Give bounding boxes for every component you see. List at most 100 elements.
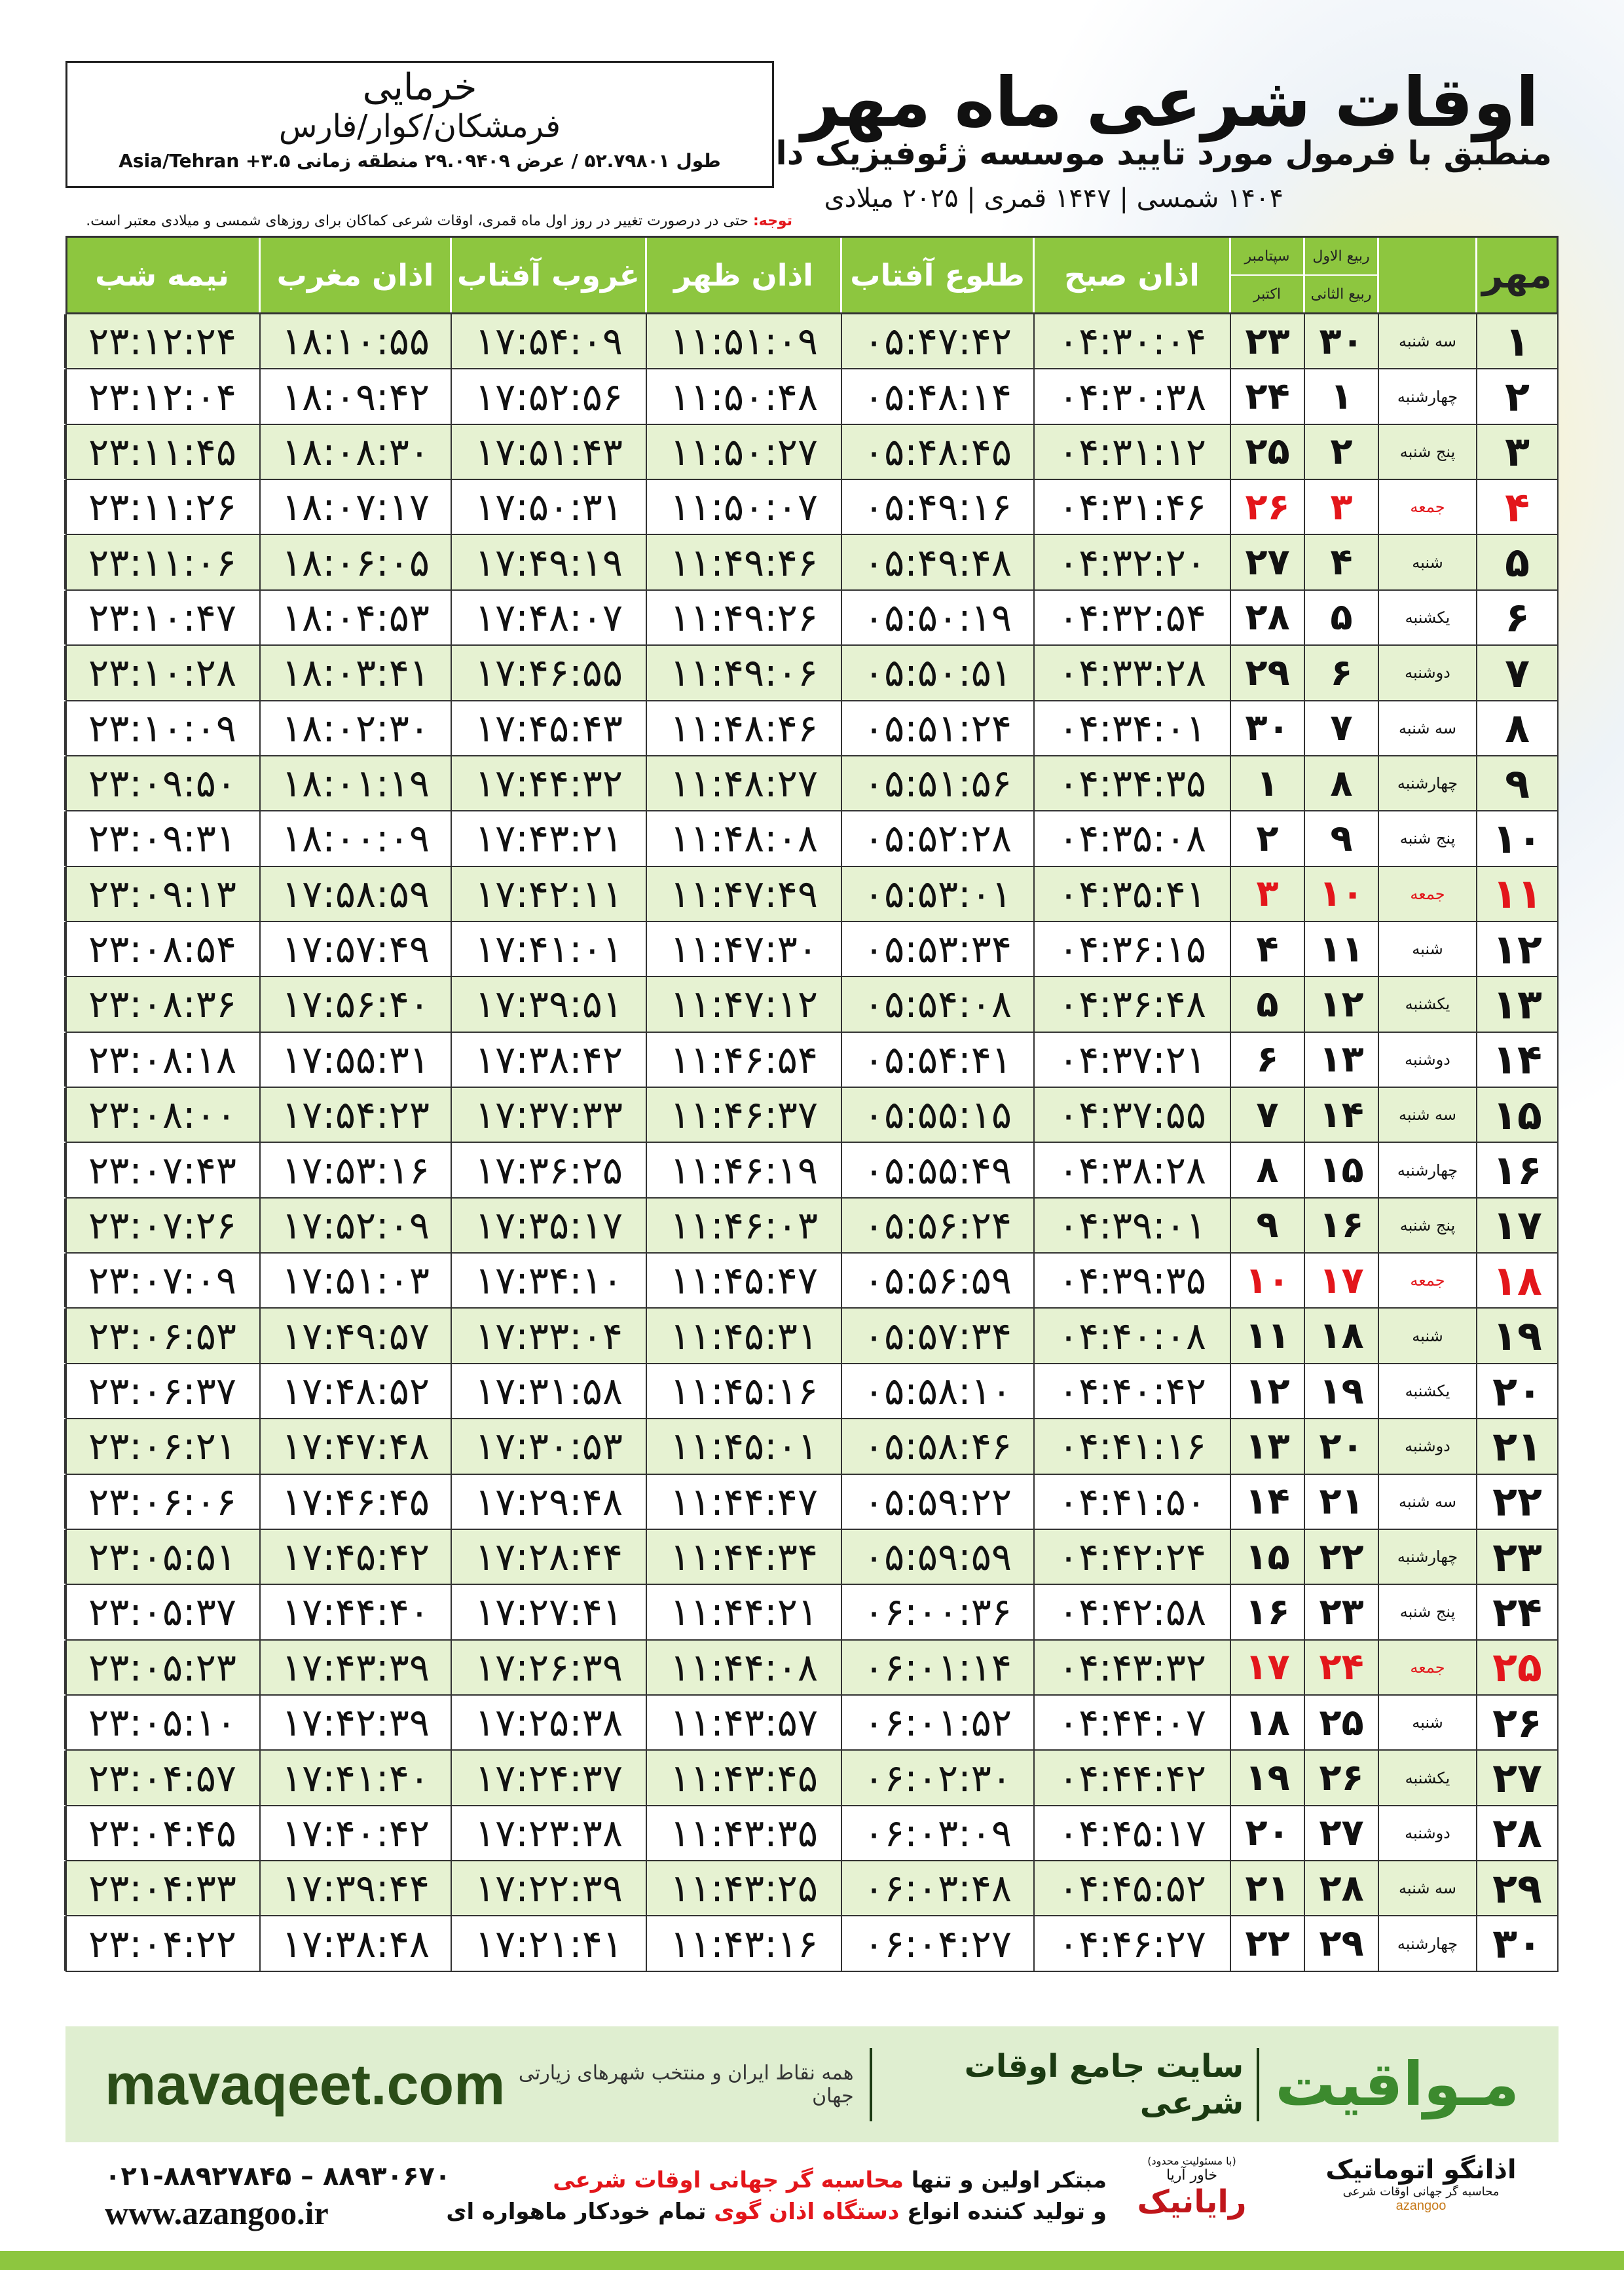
table-cell: ۱۷:۴۵:۴۳ bbox=[451, 701, 646, 755]
table-cell: ۱۱:۴۳:۱۶ bbox=[646, 1916, 841, 1971]
table-cell: ۰۵:۵۱:۵۶ bbox=[841, 756, 1033, 811]
table-cell: ۸ bbox=[1230, 1143, 1304, 1197]
table-cell: ۱۳ bbox=[1304, 1032, 1378, 1087]
table-cell: ۰۴:۳۴:۳۵ bbox=[1033, 756, 1230, 811]
table-cell: ۱۱:۴۵:۳۱ bbox=[646, 1309, 841, 1363]
table-cell: ۱۷:۴۵:۴۲ bbox=[259, 1529, 451, 1584]
table-cell: ۱۸:۰۷:۱۷ bbox=[259, 480, 451, 534]
text: و تولید کننده انواع bbox=[907, 2199, 1107, 2225]
table-cell: شنبه bbox=[1378, 1309, 1476, 1363]
table-cell: ۶ bbox=[1476, 590, 1557, 645]
table-cell: ۱۷:۲۴:۳۷ bbox=[451, 1751, 646, 1805]
table-cell: ۱۱:۴۴:۲۱ bbox=[646, 1585, 841, 1639]
table-cell: ۰۴:۳۰:۰۴ bbox=[1033, 314, 1230, 369]
table-cell: ۱۷:۳۸:۴۸ bbox=[259, 1916, 451, 1971]
table-cell: ۲۳:۰۵:۲۳ bbox=[64, 1640, 259, 1694]
text: مبتکر اولین و تنها bbox=[911, 2167, 1107, 2193]
table-cell: ۱۷:۳۹:۴۴ bbox=[259, 1861, 451, 1916]
table-cell: ۱۷:۴۱:۴۰ bbox=[259, 1751, 451, 1805]
table-cell: ۱۷:۵۱:۴۳ bbox=[451, 424, 646, 479]
table-cell: ۱۰ bbox=[1230, 1254, 1304, 1308]
table-cell: سه شنبه bbox=[1378, 701, 1476, 755]
table-cell: ۲۲ bbox=[1230, 1916, 1304, 1971]
table-row: ۱۱ جمعه ۱۰ ۳ ۰۴:۳۵:۴۱ ۰۵:۵۳:۰۱ ۱۱:۴۷:۴۹ ۱۷:۴۲:۱… bbox=[64, 866, 1559, 922]
table-cell: ۲۴ bbox=[1476, 1585, 1557, 1639]
table-cell: ۰۴:۳۲:۲۰ bbox=[1033, 535, 1230, 589]
table-cell: ۱۷ bbox=[1230, 1640, 1304, 1694]
logo-latin: azangoo bbox=[1395, 2199, 1447, 2213]
table-cell: ۲ bbox=[1304, 424, 1378, 479]
table-cell: ۰۵:۵۳:۰۱ bbox=[841, 866, 1033, 921]
table-cell: ۰۵:۵۸:۱۰ bbox=[841, 1364, 1033, 1419]
table-cell: ۲۵ bbox=[1230, 424, 1304, 479]
table-cell: ۲۴ bbox=[1304, 1640, 1378, 1694]
table-cell: شنبه bbox=[1378, 921, 1476, 977]
table-row: ۵ شنبه ۴ ۲۷ ۰۴:۳۲:۲۰ ۰۵:۴۹:۴۸ ۱۱:۴۹:۴۶ ۱۷:۴۹:۱۹… bbox=[64, 535, 1559, 591]
table-cell: ۰۴:۴۶:۲۷ bbox=[1033, 1916, 1230, 1971]
text: تمام خودکار ماهواره ای bbox=[446, 2199, 707, 2225]
table-cell: ۲۸ bbox=[1304, 1861, 1378, 1916]
table-header: مهر ربیع الاول ربیع الثانی سپتامبر اکتبر ا… bbox=[64, 236, 1559, 314]
website: www.azangoo.ir bbox=[105, 2195, 329, 2231]
table-cell: ۱۱:۵۰:۴۸ bbox=[646, 369, 841, 424]
table-cell: ۱۱:۵۰:۰۷ bbox=[646, 480, 841, 534]
partner-logo: (با مسئولیت محدود) خاور آریا رایانیک bbox=[1113, 2155, 1270, 2220]
header-cell: سپتامبر اکتبر bbox=[1229, 238, 1303, 312]
table-cell: ۹ bbox=[1304, 811, 1378, 866]
table-cell: ۱۷:۵۶:۴۰ bbox=[259, 977, 451, 1032]
table-row: ۸ سه شنبه ۷ ۳۰ ۰۴:۳۴:۰۱ ۰۵:۵۱:۲۴ ۱۱:۴۸:۴۶ ۱۷:۴۵… bbox=[64, 701, 1559, 756]
table-cell: ۱۷:۳۶:۲۵ bbox=[451, 1143, 646, 1197]
table-cell: ۲۱ bbox=[1304, 1474, 1378, 1529]
table-cell: ۱۱:۴۳:۴۵ bbox=[646, 1751, 841, 1805]
table-cell: ۱۳ bbox=[1230, 1419, 1304, 1474]
table-row: ۱ سه شنبه ۳۰ ۲۳ ۰۴:۳۰:۰۴ ۰۵:۴۷:۴۲ ۱۱:۵۱:۰۹ ۱۷:۵… bbox=[64, 314, 1559, 370]
table-cell: چهارشنبه bbox=[1378, 1916, 1476, 1971]
table-cell: ۱۷ bbox=[1304, 1254, 1378, 1308]
table-cell: ۱۷:۲۲:۳۹ bbox=[451, 1861, 646, 1916]
table-cell: جمعه bbox=[1378, 480, 1476, 534]
footer-line: و تولید کننده انواع دستگاه اذان گوی تمام… bbox=[446, 2196, 1107, 2227]
table-cell: ۱۷:۴۳:۲۱ bbox=[451, 811, 646, 866]
table-cell: چهارشنبه bbox=[1378, 756, 1476, 811]
table-cell: سه شنبه bbox=[1378, 1088, 1476, 1142]
table-cell: ۱۱:۴۹:۲۶ bbox=[646, 590, 841, 645]
table-cell: ۰۵:۵۳:۳۴ bbox=[841, 921, 1033, 977]
table-cell: ۱۸:۱۰:۵۵ bbox=[259, 314, 451, 369]
table-cell: ۰۴:۳۷:۲۱ bbox=[1033, 1032, 1230, 1087]
table-cell: ۱۲ bbox=[1230, 1364, 1304, 1419]
table-cell: ۰۴:۳۸:۲۸ bbox=[1033, 1143, 1230, 1197]
table-cell: ۳۰ bbox=[1476, 1916, 1557, 1971]
table-cell: جمعه bbox=[1378, 1254, 1476, 1308]
table-cell: ۱۷:۵۲:۵۶ bbox=[451, 369, 646, 424]
table-cell: ۱۴ bbox=[1304, 1088, 1378, 1142]
table-cell: ۲۱ bbox=[1476, 1419, 1557, 1474]
brand: مـواقیت bbox=[1275, 2049, 1519, 2119]
table-cell: ۲۵ bbox=[1476, 1640, 1557, 1694]
table-cell: ۱۷:۴۳:۳۹ bbox=[259, 1640, 451, 1694]
table-cell: ۲۳:۱۱:۰۶ bbox=[64, 535, 259, 589]
table-cell: پنج شنبه bbox=[1378, 1198, 1476, 1253]
table-cell: ۱۰ bbox=[1476, 811, 1557, 866]
table-row: ۱۰ پنج شنبه ۹ ۲ ۰۴:۳۵:۰۸ ۰۵:۵۲:۲۸ ۱۱:۴۸:۰۸ ۱۷:۴… bbox=[64, 811, 1559, 867]
coverage: همه نقاط ایران و منتخب شهرهای زیارتی جها… bbox=[518, 2061, 854, 2108]
footer-line: مبتکر اولین و تنها محاسبه گر جهانی اوقات… bbox=[446, 2165, 1107, 2196]
table-cell: ۰۴:۳۹:۰۱ bbox=[1033, 1198, 1230, 1253]
table-row: ۱۸ جمعه ۱۷ ۱۰ ۰۴:۳۹:۳۵ ۰۵:۵۶:۵۹ ۱۱:۴۵:۴۷ ۱۷:۳۴:… bbox=[64, 1254, 1559, 1309]
table-cell: ۰۴:۳۵:۰۸ bbox=[1033, 811, 1230, 866]
table-cell: ۲۳:۰۴:۴۵ bbox=[64, 1806, 259, 1861]
table-cell: ۲۳ bbox=[1230, 314, 1304, 369]
table-row: ۹ چهارشنبه ۸ ۱ ۰۴:۳۴:۳۵ ۰۵:۵۱:۵۶ ۱۱:۴۸:۲۷ ۱۷:۴۴… bbox=[64, 756, 1559, 812]
table-cell: ۵ bbox=[1304, 590, 1378, 645]
table-cell: ۲۳:۰۴:۵۷ bbox=[64, 1751, 259, 1805]
table-cell: ۰۶:۰۰:۳۶ bbox=[841, 1585, 1033, 1639]
table-row: ۷ دوشنبه ۶ ۲۹ ۰۴:۳۳:۲۸ ۰۵:۵۰:۵۱ ۱۱:۴۹:۰۶ ۱۷:۴۶:… bbox=[64, 646, 1559, 701]
table-cell: ۱۷:۴۹:۵۷ bbox=[259, 1309, 451, 1363]
table-cell: ۱۱:۴۹:۴۶ bbox=[646, 535, 841, 589]
table-cell: ۲۹ bbox=[1230, 646, 1304, 700]
table-cell: ۰۵:۵۷:۳۴ bbox=[841, 1309, 1033, 1363]
table-row: ۲۳ چهارشنبه ۲۲ ۱۵ ۰۴:۴۲:۲۴ ۰۵:۵۹:۵۹ ۱۱:۴۴:۳۴ ۱۷… bbox=[64, 1529, 1559, 1586]
table-cell: ۲۵ bbox=[1304, 1695, 1378, 1750]
table-row: ۱۲ شنبه ۱۱ ۴ ۰۴:۳۶:۱۵ ۰۵:۵۳:۳۴ ۱۱:۴۷:۳۰ ۱۷:۴۱:۰… bbox=[64, 921, 1559, 978]
table-cell: ۹ bbox=[1230, 1198, 1304, 1253]
table-cell: ۰۴:۳۲:۵۴ bbox=[1033, 590, 1230, 645]
